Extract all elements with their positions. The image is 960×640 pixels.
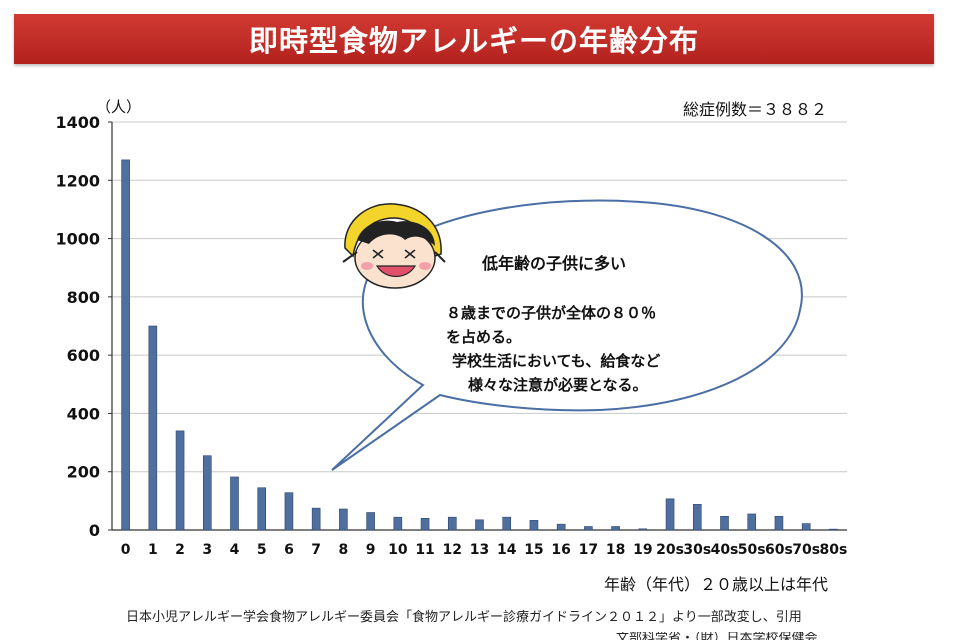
x-tick-label: 1 (148, 542, 158, 558)
source-footnote: 日本小児アレルギー学会食物アレルギー委員会「食物アレルギー診療ガイドライン２０１… (126, 610, 802, 625)
bar-80s (829, 528, 838, 531)
x-tick-label: 9 (366, 542, 376, 558)
bar-3 (202, 455, 212, 531)
bar-0 (121, 159, 130, 531)
source-footnote-cutoff: 文部科学省・（財）日本学校保健会 (616, 632, 818, 640)
x-tick-label: 18 (606, 542, 625, 558)
y-tick-label: 1400 (55, 113, 100, 132)
x-tick-label: 60s (765, 542, 793, 558)
x-tick-label: 0 (121, 542, 131, 558)
bar-11 (420, 518, 430, 531)
y-tick-label: 200 (67, 463, 100, 482)
bar-70s (801, 523, 811, 531)
x-tick-label: 13 (470, 542, 489, 558)
y-tick-label: 1200 (55, 171, 100, 190)
y-tick-label: 800 (67, 288, 100, 307)
bar-4 (230, 476, 239, 531)
child-face-illustration (342, 203, 446, 289)
callout-line: 学校生活においても、給食など (452, 352, 661, 370)
x-tick-label: 30s (683, 542, 711, 558)
bar-17 (584, 526, 593, 531)
callout-line: 様々な注意が必要となる。 (468, 376, 648, 394)
bar-6 (284, 492, 294, 531)
y-tick-label: 0 (89, 521, 100, 540)
bar-5 (257, 487, 267, 531)
bar-16 (556, 523, 566, 531)
bar-40s (720, 516, 729, 531)
bar-50s (747, 513, 757, 531)
x-tick-label: 16 (551, 542, 570, 558)
x-tick-label: 12 (443, 542, 462, 558)
x-tick-label: 4 (230, 542, 240, 558)
y-tick-label: 600 (67, 346, 100, 365)
x-tick-label: 10 (388, 542, 408, 558)
bar-15 (529, 520, 539, 531)
bar-19 (638, 528, 648, 531)
bar-7 (311, 507, 321, 531)
x-tick-label: 6 (284, 542, 294, 558)
bar-8 (339, 508, 348, 531)
bar-9 (366, 512, 375, 531)
x-axis-title: 年齢（年代）２０歳以上は年代 (604, 575, 828, 594)
x-tick-label: 15 (524, 542, 543, 558)
x-tick-label: 17 (579, 542, 598, 558)
x-tick-label: 11 (415, 542, 434, 558)
x-tick-label: 3 (202, 542, 212, 558)
y-axis-unit-label: （人） (96, 98, 141, 116)
bar-12 (447, 516, 457, 531)
x-tick-label: 2 (175, 542, 185, 558)
bar-60s (774, 516, 784, 531)
x-tick-label: 70s (792, 542, 820, 558)
x-tick-label: 19 (633, 542, 652, 558)
x-tick-label: 40s (711, 542, 739, 558)
callout-line: ８歳までの子供が全体の８０％ (446, 304, 657, 322)
bar-14 (502, 516, 512, 531)
x-tick-label: 5 (257, 542, 267, 558)
x-tick-label: 14 (497, 542, 517, 558)
bar-1 (148, 325, 158, 531)
callout-line: を占める。 (446, 328, 522, 346)
callout-heading: 低年齢の子供に多い (482, 254, 627, 273)
page-title: 即時型食物アレルギーの年齢分布 (248, 24, 699, 58)
bar-10 (393, 516, 403, 531)
callout-body: ８歳までの子供が全体の８０％ を占める。 学校生活においても、給食など 様々な注… (446, 301, 660, 397)
x-tick-label: 50s (738, 542, 766, 558)
y-tick-label: 400 (67, 404, 100, 423)
y-tick-label: 1000 (55, 230, 100, 249)
bar-2 (175, 430, 185, 531)
bar-series (121, 159, 838, 531)
bar-18 (611, 526, 620, 531)
bar-30s (692, 504, 702, 531)
total-cases: 総症例数＝３８８２ (682, 100, 827, 119)
bar-13 (475, 519, 484, 531)
x-tick-label: 7 (311, 542, 321, 558)
x-tick-label: 8 (339, 542, 349, 558)
x-tick-label: 20s (656, 542, 684, 558)
bar-20s (665, 498, 675, 531)
title-bar: 即時型食物アレルギーの年齢分布 (14, 14, 934, 64)
x-tick-label: 80s (819, 542, 847, 558)
